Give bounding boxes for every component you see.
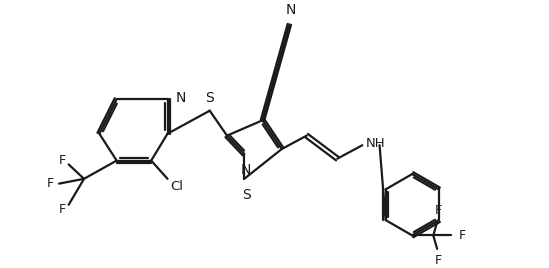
- Text: NH: NH: [366, 137, 386, 150]
- Text: N: N: [175, 91, 186, 105]
- Text: S: S: [242, 188, 250, 202]
- Text: F: F: [59, 154, 66, 167]
- Text: F: F: [458, 229, 466, 242]
- Text: F: F: [47, 177, 54, 190]
- Text: F: F: [435, 204, 442, 217]
- Text: N: N: [241, 163, 251, 177]
- Text: S: S: [205, 91, 214, 105]
- Text: N: N: [286, 3, 296, 17]
- Text: F: F: [435, 254, 442, 267]
- Text: F: F: [59, 203, 66, 216]
- Text: Cl: Cl: [170, 180, 183, 193]
